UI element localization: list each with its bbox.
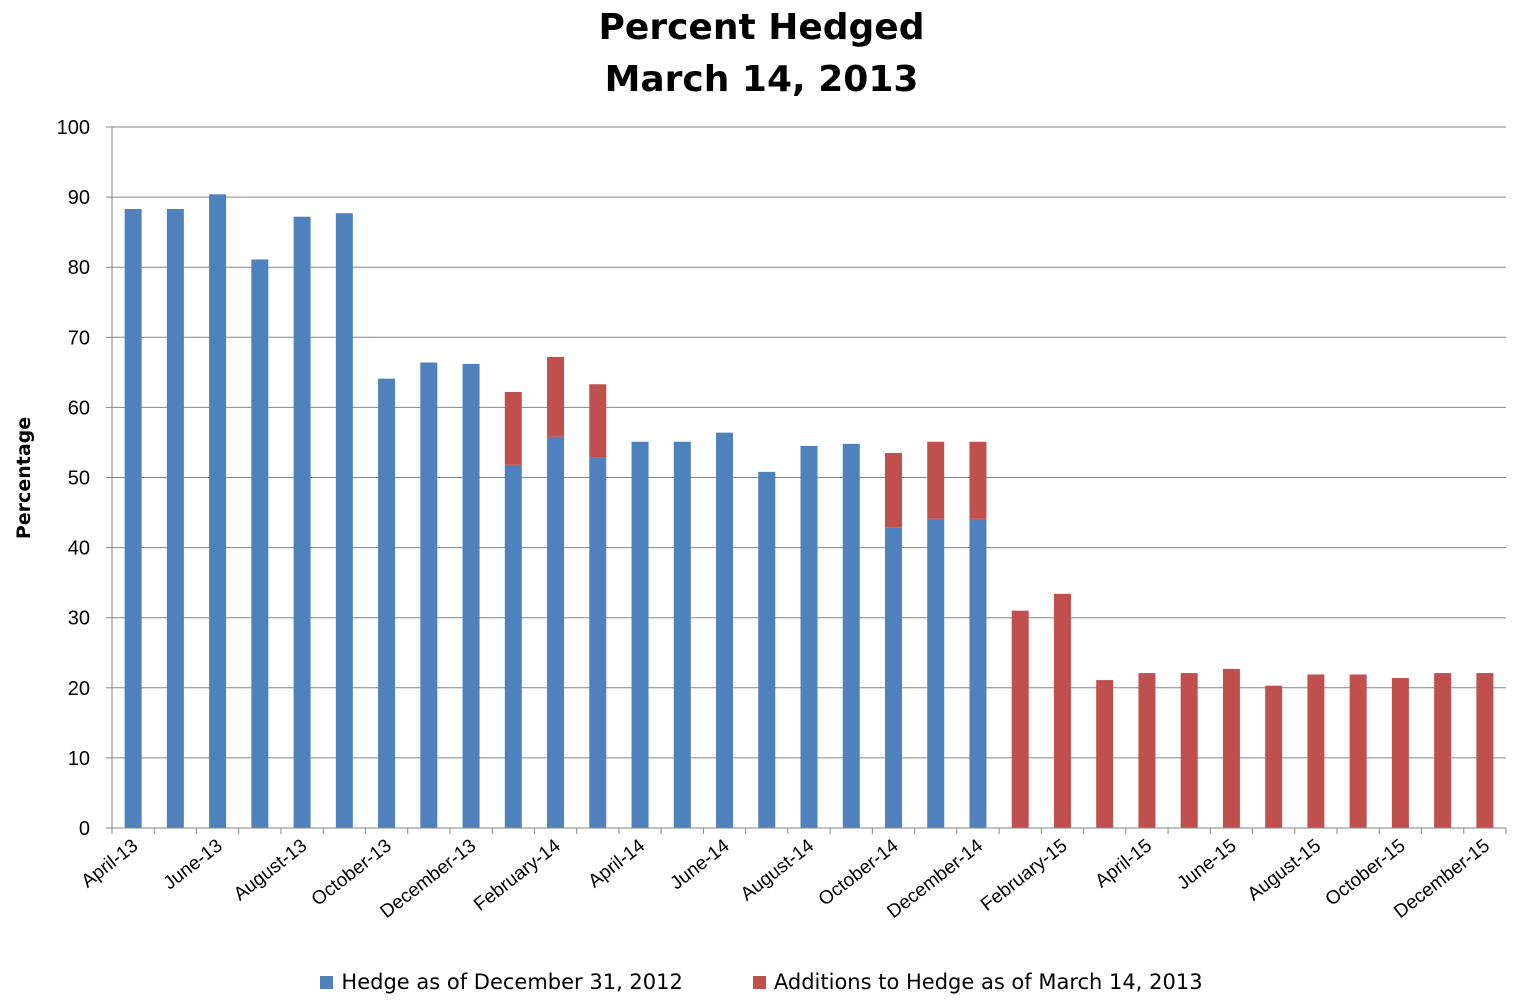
y-tick-labels: 0 10 20 30 40 50 60 70 80 90 100 (57, 117, 90, 840)
bar-additions-January-14 (504, 391, 522, 465)
axes (106, 126, 1507, 834)
y-tick-label: 60 (68, 397, 90, 419)
y-tick-label: 20 (68, 678, 90, 700)
x-tick-label: February-15 (977, 835, 1071, 915)
x-tick-label: August-15 (1244, 835, 1325, 905)
subtitle-line: March 14, 2013 (604, 59, 919, 100)
legend-label-hedge: Hedge as of December 31, 2012 (341, 970, 683, 994)
bar-additions-February-14 (547, 356, 565, 437)
bar-additions-July-15 (1265, 685, 1283, 828)
y-tick-label: 100 (57, 117, 90, 139)
y-tick-label: 50 (68, 468, 90, 490)
bar-hedge-May-14 (673, 441, 691, 828)
bar-hedge-February-14 (547, 436, 565, 828)
bar-additions-February-15 (1053, 593, 1071, 828)
x-tick-label: August-13 (230, 835, 311, 905)
y-tick-label: 30 (68, 608, 90, 630)
bar-hedge-January-14 (504, 464, 522, 828)
bar-hedge-December-14 (969, 518, 987, 828)
x-tick-label: August-14 (737, 835, 819, 905)
x-tick-label: June-13 (160, 835, 227, 894)
bar-hedge-April-13 (124, 209, 142, 829)
y-tick-label: 10 (68, 748, 90, 770)
bar-hedge-June-13 (209, 194, 227, 828)
x-tick-label: April-15 (1091, 835, 1156, 892)
bar-hedge-July-13 (251, 259, 269, 828)
legend-swatch-blue (320, 975, 334, 989)
bar-hedge-October-13 (378, 378, 396, 828)
bar-hedge-September-14 (842, 443, 860, 828)
legend: Hedge as of December 31, 2012 Additions … (0, 970, 1523, 994)
bar-additions-September-15 (1349, 674, 1367, 828)
bar-hedge-May-13 (166, 209, 184, 829)
bar-hedge-March-14 (589, 457, 607, 828)
bar-hedge-November-14 (927, 518, 945, 828)
legend-item-hedge: Hedge as of December 31, 2012 (320, 970, 683, 994)
bar-additions-October-15 (1391, 677, 1409, 828)
bar-additions-November-14 (927, 441, 945, 519)
bar-additions-March-14 (589, 384, 607, 458)
bar-hedge-November-13 (420, 362, 438, 828)
x-tick-label: October-13 (308, 835, 396, 910)
bar-hedge-December-13 (462, 363, 480, 828)
legend-item-additions: Additions to Hedge as of March 14, 2013 (752, 970, 1203, 994)
bar-hedge-August-14 (800, 445, 818, 828)
bar-additions-June-15 (1222, 668, 1240, 828)
legend-swatch-red (752, 975, 766, 989)
bar-hedge-October-14 (884, 527, 902, 828)
x-tick-label: June-15 (1173, 835, 1240, 894)
bar-additions-March-15 (1096, 680, 1114, 828)
bar-hedge-June-14 (716, 432, 734, 828)
bar-hedge-July-14 (758, 471, 776, 828)
bars (124, 194, 1494, 829)
y-tick-label: 90 (68, 187, 90, 209)
x-tick-label: October-15 (1322, 835, 1410, 910)
y-tick-label: 70 (68, 327, 90, 349)
bar-additions-May-15 (1180, 673, 1198, 828)
y-tick-label: 0 (79, 818, 90, 840)
x-tick-label: February-14 (470, 835, 565, 916)
bar-additions-December-14 (969, 441, 987, 519)
y-tick-label: 80 (68, 257, 90, 279)
bar-hedge-April-14 (631, 441, 649, 828)
bar-additions-December-15 (1476, 673, 1494, 828)
x-tick-label: April-14 (585, 835, 650, 892)
bar-additions-November-15 (1434, 673, 1452, 828)
chart-title: Percent Hedged March 14, 2013 (0, 2, 1523, 106)
bar-hedge-August-13 (293, 216, 311, 828)
y-tick-label: 40 (68, 538, 90, 560)
x-tick-label: April-13 (78, 835, 143, 892)
y-axis-label: Percentage (13, 417, 35, 539)
bar-hedge-September-13 (335, 213, 353, 828)
x-tick-labels: April-13 June-13 August-13October-13Decemb… (78, 835, 1494, 923)
x-tick-label: October-14 (815, 835, 903, 910)
legend-label-additions: Additions to Hedge as of March 14, 2013 (773, 970, 1203, 994)
bar-additions-January-15 (1011, 610, 1029, 828)
x-tick-label: June-14 (667, 835, 734, 894)
bar-additions-April-15 (1138, 673, 1156, 828)
title-line: Percent Hedged (598, 7, 925, 48)
bar-additions-October-14 (884, 452, 902, 528)
bar-additions-August-15 (1307, 674, 1325, 828)
